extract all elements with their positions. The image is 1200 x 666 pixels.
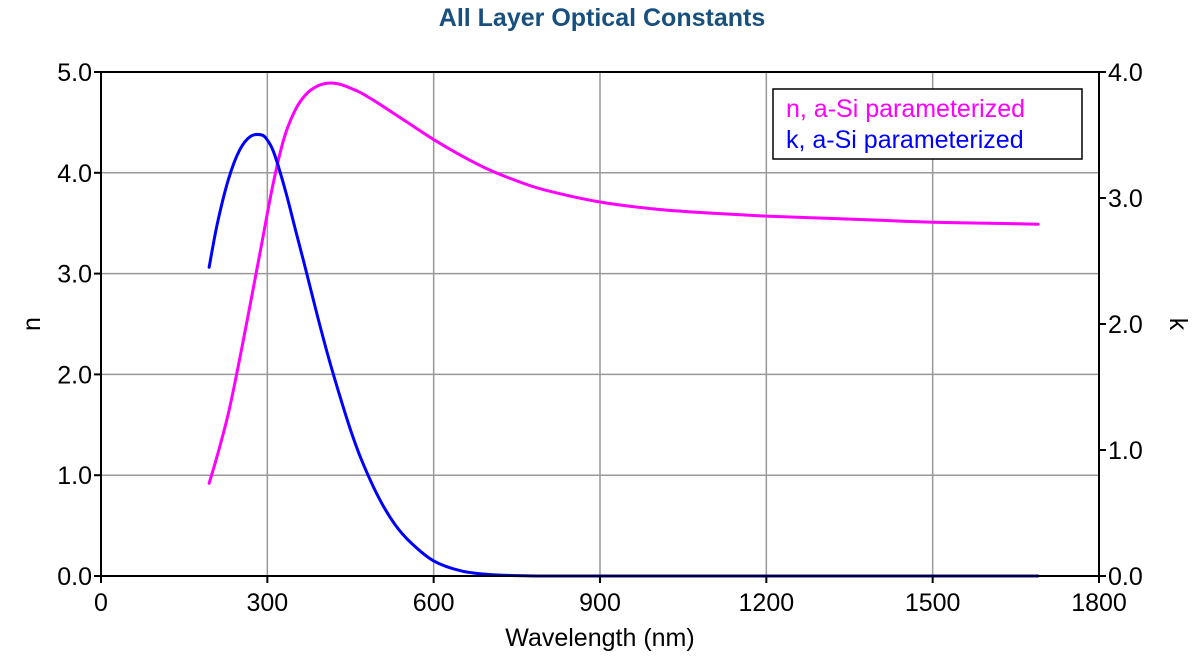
y-left-tick-label: 3.0 (57, 261, 92, 289)
legend-entry-k: k, a-Si parameterized (786, 126, 1024, 154)
x-tick-label: 1500 (905, 589, 961, 617)
chart-title: All Layer Optical Constants (439, 4, 765, 32)
x-tick-label: 900 (579, 589, 621, 617)
x-tick-label: 1200 (739, 589, 795, 617)
y-left-tick-label: 5.0 (57, 59, 92, 87)
legend-entry-n: n, a-Si parameterized (786, 95, 1025, 123)
y-left-tick-label: 0.0 (57, 563, 92, 591)
series-line-k (207, 132, 1040, 578)
legend: n, a-Si parameterized k, a-Si parameteri… (772, 88, 1083, 160)
y-left-tick-labels: 0.0 1.0 2.0 3.0 4.0 5.0 (57, 59, 101, 591)
y-left-tick-label: 2.0 (57, 361, 92, 389)
legend-box (772, 88, 1083, 160)
x-tick-labels: 0 300 600 900 1200 1500 1800 (94, 576, 1127, 617)
x-tick-label: 300 (246, 589, 288, 617)
y-right-tick-labels: 0.0 1.0 2.0 3.0 4.0 (1099, 59, 1143, 591)
y-right-tick-label: 1.0 (1108, 437, 1143, 465)
x-tick-label: 1800 (1071, 589, 1127, 617)
series-line-n (207, 81, 1040, 485)
y-left-axis-label: n (18, 317, 46, 331)
grid-lines (101, 72, 1099, 576)
y-right-tick-label: 3.0 (1108, 185, 1143, 213)
y-right-tick-label: 4.0 (1108, 59, 1143, 87)
x-tick-label: 0 (94, 589, 108, 617)
x-tick-label: 600 (413, 589, 455, 617)
y-left-tick-label: 4.0 (57, 160, 92, 188)
y-right-tick-label: 0.0 (1108, 563, 1143, 591)
y-left-tick-label: 1.0 (57, 462, 92, 490)
y-right-axis-label: k (1164, 318, 1192, 331)
y-right-tick-label: 2.0 (1108, 311, 1143, 339)
x-axis-label: Wavelength (nm) (505, 624, 694, 652)
